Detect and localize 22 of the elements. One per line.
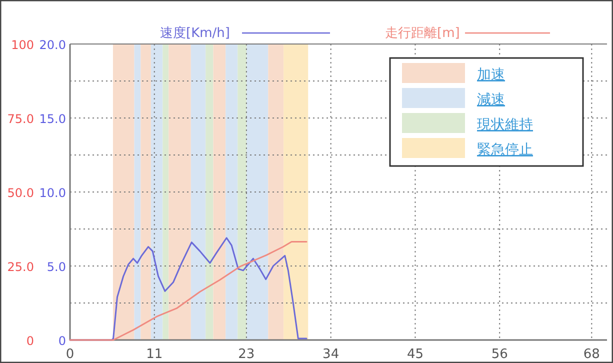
y2-tick-label: 50.0 xyxy=(7,186,34,200)
x-tick-label: 56 xyxy=(491,347,508,362)
x-tick-label: 45 xyxy=(406,347,424,362)
x-tick-label: 23 xyxy=(238,347,255,362)
annotation: 緊急停止 xyxy=(477,142,533,158)
y-tick-label: 5.0 xyxy=(46,260,66,274)
x-tick-label: 68 xyxy=(583,347,600,362)
text: 走行距離[m] xyxy=(385,26,460,41)
y-tick-label: 0 xyxy=(58,334,66,348)
y2-tick-label: 25.0 xyxy=(7,260,34,274)
x-tick-label: 34 xyxy=(322,347,340,362)
annotation: 減速 xyxy=(477,92,505,108)
y-tick-label: 15.0 xyxy=(39,112,66,126)
annotation: 加速 xyxy=(477,67,505,83)
y2-tick-label: 100 xyxy=(11,38,34,52)
y-tick-label: 20.0 xyxy=(39,38,66,52)
annotation: 現状維持 xyxy=(477,117,533,133)
text: 速度[Km/h] xyxy=(160,25,230,41)
y2-tick-label: 0 xyxy=(26,334,34,348)
y2-tick-label: 75.0 xyxy=(7,112,34,126)
y-tick-label: 10.0 xyxy=(39,186,66,200)
x-tick-label: 11 xyxy=(146,347,163,362)
